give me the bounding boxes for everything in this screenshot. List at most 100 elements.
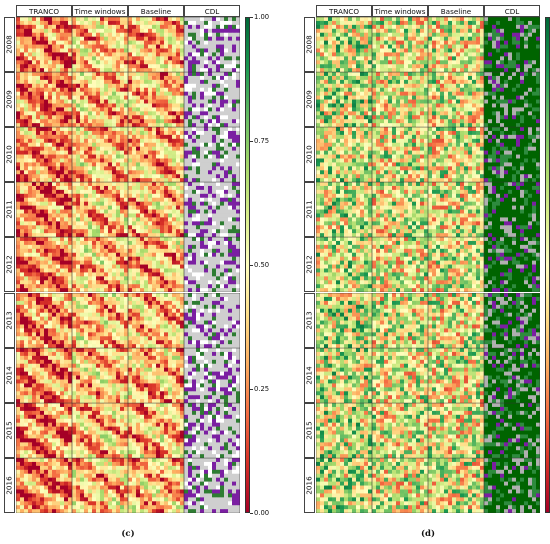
heatmap-cell-2012-tranco <box>16 237 72 293</box>
heatmap-cell-2011-time-windows <box>372 182 428 238</box>
heatmap-cell-2010-tranco <box>316 127 372 183</box>
heatmap-cell-2016-tranco <box>16 457 72 513</box>
heatmap-cell-2016-time-windows <box>72 457 128 513</box>
row-label-2008: 2008 <box>304 17 315 73</box>
heatmap-cell-2014-tranco <box>16 347 72 403</box>
colorbar-tick-mark <box>250 513 253 514</box>
heatmap-cell-2011-tranco <box>16 182 72 238</box>
heatmap-cell-2010-time-windows <box>72 127 128 183</box>
row-label-2008: 2008 <box>4 17 15 73</box>
row-label-2012: 2012 <box>4 237 15 293</box>
panel-d: TRANCO Time windows Baseline CDL 2008 2009 201… <box>300 0 550 544</box>
heatmap-cell-2009-time-windows <box>72 72 128 128</box>
heatmap-cell-2013-cdl <box>484 292 540 348</box>
heatmap-cell-2014-cdl <box>484 347 540 403</box>
heatmap-cell-2011-tranco <box>316 182 372 238</box>
heatmap-cell-2011-cdl <box>184 182 240 238</box>
heatmap-cell-2008-baseline <box>428 17 484 73</box>
heatmap-cell-2014-baseline <box>428 347 484 403</box>
heatmap-cell-2016-baseline <box>128 457 184 513</box>
heatmap-cell-2015-baseline <box>428 402 484 458</box>
heatmap-cell-2014-time-windows <box>372 347 428 403</box>
heatmap-cell-2015-tranco <box>316 402 372 458</box>
heatmap-cell-2010-cdl <box>184 127 240 183</box>
heatmap-cell-2013-cdl <box>184 292 240 348</box>
column-header-time-windows: Time windows <box>372 5 428 17</box>
heatmap-cell-2015-cdl <box>184 402 240 458</box>
colorbar-tick-label: 0.00 <box>254 509 270 517</box>
heatmap-cell-2014-tranco <box>316 347 372 403</box>
column-header-cdl: CDL <box>184 5 240 17</box>
column-header-baseline: Baseline <box>128 5 184 17</box>
row-label-2012: 2012 <box>304 237 315 293</box>
column-header-tranco: TRANCO <box>316 5 372 17</box>
heatmap-cell-2016-cdl <box>184 457 240 513</box>
colorbar-tick-mark <box>250 265 253 266</box>
heatmap-cell-2011-baseline <box>128 182 184 238</box>
heatmap-cell-2016-time-windows <box>372 457 428 513</box>
heatmap-cell-2011-time-windows <box>72 182 128 238</box>
heatmap-cell-2013-time-windows <box>372 292 428 348</box>
heatmap-cell-2016-cdl <box>484 457 540 513</box>
column-header-time-windows: Time windows <box>72 5 128 17</box>
heatmap-cell-2016-baseline <box>428 457 484 513</box>
heatmap-cell-2016-tranco <box>316 457 372 513</box>
heatmap-cell-2012-time-windows <box>72 237 128 293</box>
panel-letter: (c) <box>121 529 135 539</box>
colorbar <box>245 17 250 513</box>
heatmap-cell-2009-tranco <box>16 72 72 128</box>
heatmap-cell-2011-cdl <box>484 182 540 238</box>
heatmap-cell-2013-time-windows <box>72 292 128 348</box>
panel-letter: (d) <box>421 529 435 539</box>
heatmap-cell-2009-cdl <box>484 72 540 128</box>
heatmap-cell-2012-cdl <box>184 237 240 293</box>
heatmap-cell-2014-baseline <box>128 347 184 403</box>
row-label-2010: 2010 <box>304 127 315 183</box>
colorbar-tick-label: 0.25 <box>254 385 270 393</box>
colorbar-tick-label: 0.75 <box>254 137 270 145</box>
heatmap-cell-2009-baseline <box>428 72 484 128</box>
heatmap-cell-2008-tranco <box>316 17 372 73</box>
heatmap-cell-2008-cdl <box>184 17 240 73</box>
colorbar-tick-label: 1.00 <box>254 13 270 21</box>
heatmap-cell-2012-tranco <box>316 237 372 293</box>
heatmap-cell-2011-baseline <box>428 182 484 238</box>
column-header-cdl: CDL <box>484 5 540 17</box>
heatmap-cell-2008-tranco <box>16 17 72 73</box>
heatmap-cell-2010-tranco <box>16 127 72 183</box>
heatmap-cell-2008-cdl <box>484 17 540 73</box>
heatmap-cell-2010-time-windows <box>372 127 428 183</box>
heatmap-cell-2015-cdl <box>484 402 540 458</box>
heatmap-cell-2008-time-windows <box>72 17 128 73</box>
heatmap-cell-2009-time-windows <box>372 72 428 128</box>
column-header-tranco: TRANCO <box>16 5 72 17</box>
row-label-2014: 2014 <box>4 347 15 403</box>
heatmap-cell-2012-baseline <box>428 237 484 293</box>
heatmap-cell-2009-baseline <box>128 72 184 128</box>
heatmap-cell-2014-cdl <box>184 347 240 403</box>
heatmap-cell-2009-cdl <box>184 72 240 128</box>
row-label-2013: 2013 <box>304 292 315 348</box>
heatmap-cell-2013-baseline <box>128 292 184 348</box>
row-label-2016: 2016 <box>304 457 315 513</box>
row-label-2011: 2011 <box>304 182 315 238</box>
row-label-2015: 2015 <box>4 402 15 458</box>
colorbar-tick-mark <box>250 17 253 18</box>
heatmap-cell-2013-tranco <box>316 292 372 348</box>
heatmap-cell-2012-time-windows <box>372 237 428 293</box>
row-label-2014: 2014 <box>304 347 315 403</box>
heatmap-cell-2012-baseline <box>128 237 184 293</box>
colorbar-tick-mark <box>250 141 253 142</box>
row-label-2011: 2011 <box>4 182 15 238</box>
row-label-2009: 2009 <box>4 72 15 128</box>
row-label-2009: 2009 <box>304 72 315 128</box>
heatmap-cell-2013-baseline <box>428 292 484 348</box>
heatmap-cell-2015-time-windows <box>72 402 128 458</box>
row-label-2016: 2016 <box>4 457 15 513</box>
column-header-baseline: Baseline <box>428 5 484 17</box>
heatmap-cell-2012-cdl <box>484 237 540 293</box>
heatmap-cell-2013-tranco <box>16 292 72 348</box>
heatmap-cell-2008-time-windows <box>372 17 428 73</box>
heatmap-cell-2015-tranco <box>16 402 72 458</box>
heatmap-cell-2010-baseline <box>128 127 184 183</box>
